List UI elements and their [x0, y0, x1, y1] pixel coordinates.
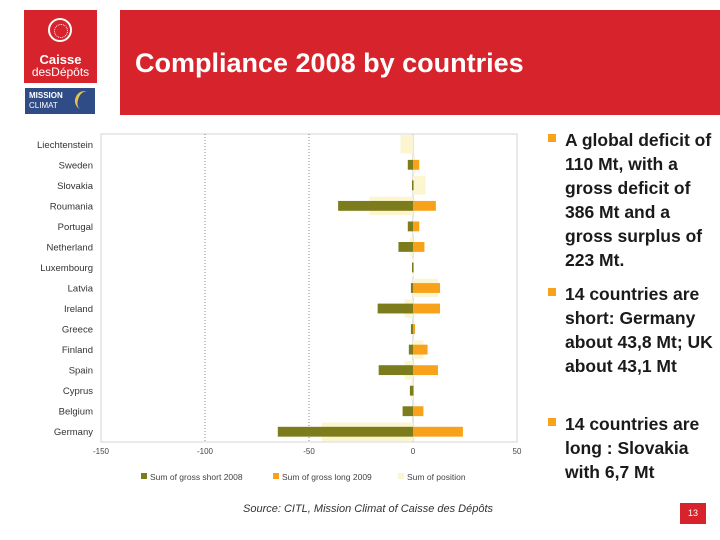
bar-short	[407, 159, 413, 170]
bullet-3-text: 14 countries are long : Slovakia with 6,…	[565, 414, 700, 482]
caisse-des-depots-logo: Caisse desDépôts	[24, 10, 97, 83]
category-label: Latvia	[68, 284, 94, 295]
bullet-square-icon	[548, 134, 556, 142]
category-label: Luxembourg	[40, 263, 93, 274]
category-label: Belgium	[59, 407, 93, 418]
legend-label: Sum of gross short 2008	[150, 472, 243, 482]
legend-swatch	[273, 473, 279, 479]
category-label: Sweden	[59, 160, 93, 171]
page-number: 13	[687, 508, 698, 518]
category-label: Spain	[69, 366, 93, 377]
bullet-2-text: 14 countries are short: Germany about 43…	[565, 284, 713, 376]
legend-swatch	[141, 473, 147, 479]
category-label: Finland	[62, 345, 93, 356]
bar-long	[413, 180, 415, 191]
bar-short	[411, 262, 413, 273]
x-tick-label: -100	[197, 447, 214, 456]
bar-long	[413, 221, 420, 232]
bullet-square-icon	[548, 288, 556, 296]
chart-legend: Sum of gross short 2008 Sum of gross long…	[141, 472, 466, 482]
chart-bars	[277, 135, 463, 441]
bar-long	[413, 303, 441, 314]
category-label: Greece	[62, 325, 93, 336]
bar-short	[407, 221, 413, 232]
category-label: Roumania	[50, 201, 94, 212]
source-note: Source: CITL, Mission Climat of Caisse d…	[243, 503, 494, 515]
bar-position	[413, 176, 426, 195]
x-tick-label: -150	[93, 447, 110, 456]
title-banner	[120, 10, 720, 115]
logo-line-2: desDépôts	[31, 65, 90, 79]
chart-labels: Liechtenstein Sweden Slovakia Roumania Portu…	[37, 140, 522, 456]
bar-short	[408, 344, 413, 355]
category-label: Slovakia	[57, 181, 94, 192]
legend-label: Sum of gross long 2009	[282, 472, 372, 482]
legend-swatch	[398, 473, 404, 479]
bar-long	[413, 242, 425, 252]
category-label: Ireland	[64, 304, 93, 315]
bar-short	[410, 283, 413, 293]
bar-position	[400, 135, 413, 154]
mission-logo-line-2: CLIMAT	[29, 101, 58, 110]
x-tick-label: 0	[411, 447, 416, 456]
bar-long	[413, 159, 420, 170]
category-label: Netherland	[47, 242, 93, 253]
bar-short	[378, 365, 413, 376]
category-label: Cyprus	[63, 386, 93, 397]
mission-climat-logo: MISSION CLIMAT	[25, 88, 96, 114]
bar-long	[413, 262, 414, 273]
bar-short	[409, 385, 413, 396]
category-label: Liechtenstein	[37, 140, 93, 151]
logo-line-1: Caisse	[39, 52, 82, 67]
bar-long	[413, 426, 463, 437]
bar-short	[277, 426, 413, 437]
category-label: Portugal	[58, 222, 93, 233]
chart-grid	[100, 133, 518, 443]
bar-short	[402, 406, 413, 417]
bar-long	[413, 283, 441, 293]
mission-logo-line-1: MISSION	[29, 91, 63, 100]
bar-long	[413, 406, 424, 417]
bar-short	[411, 180, 413, 191]
bar-short	[338, 200, 413, 211]
page-number-badge: 13	[680, 503, 706, 524]
bullet-square-icon	[548, 418, 556, 426]
x-tick-label: -50	[303, 447, 315, 456]
seal-icon	[48, 18, 72, 42]
bar-short	[398, 242, 413, 252]
bar-long	[413, 344, 428, 355]
legend-label: Sum of position	[407, 472, 466, 482]
bar-short	[377, 303, 413, 314]
bar-long	[413, 385, 415, 396]
slide-title: Compliance 2008 by countries	[135, 48, 524, 78]
bar-long	[413, 324, 416, 334]
x-tick-label: 50	[513, 447, 522, 456]
bar-long	[413, 365, 438, 376]
bar-short	[410, 324, 413, 334]
category-label: Germany	[54, 427, 93, 438]
bar-long	[413, 200, 436, 211]
bullet-1-text: A global deficit of 110 Mt, with a gross…	[565, 130, 712, 270]
